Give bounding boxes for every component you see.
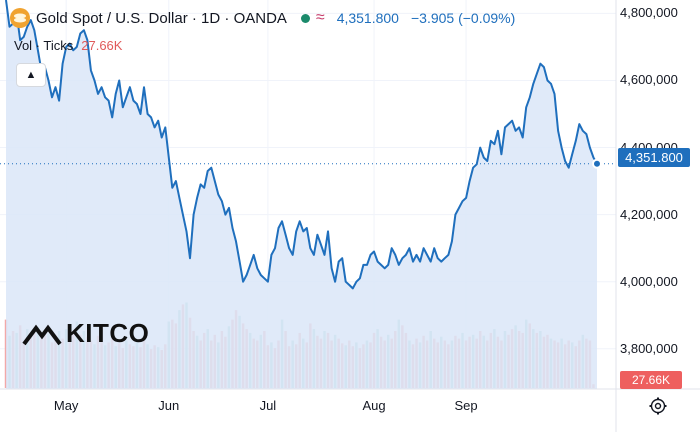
time-axis-tick-label: Sep [454,398,478,413]
symbol-title[interactable]: Gold Spot / U.S. Dollar · 1D · OANDA [36,9,287,27]
time-axis-tick-label: Jun [158,398,180,413]
chevron-up-icon: ▲ [25,69,37,81]
kitco-watermark: KITCO [22,318,149,349]
gold-coins-icon [10,8,30,28]
header-change: −3.905 (−0.09%) [410,10,516,26]
time-axis-tick-label: Aug [362,398,386,413]
volume-tag: 27.66K [620,371,682,389]
last-price-tag: 4,351.800 [618,148,690,167]
price-axis-tick-label: 4,600,000 [620,72,678,88]
time-axis-tick-label: May [53,398,79,413]
price-axis-tick-label: 3,800,000 [620,340,678,356]
chart-header: Gold Spot / U.S. Dollar · 1D · OANDA ≈ 4… [10,7,515,29]
price-axis-tick-label: 4,800,000 [620,5,678,21]
price-line [5,0,598,290]
collapse-legend-button[interactable]: ▲ [16,63,46,87]
price-axis-tick-label: 4,000,000 [620,273,678,289]
kitco-logo-icon [22,324,62,345]
time-axis-tick-label: Jul [259,398,277,413]
kitco-wordmark: KITCO [66,318,150,348]
price-area [6,0,597,389]
header-price: 4,351.800 [336,10,399,26]
wave-icon[interactable]: ≈ [315,9,325,26]
volume-label[interactable]: Vol · Ticks [14,38,74,53]
gear-icon[interactable] [648,396,668,416]
last-price-marker [592,158,602,169]
price-axis-tick-label: 4,200,000 [620,206,678,222]
market-status-dot-icon [300,13,310,23]
volume-value: 27.66K [81,38,123,53]
volume-legend: Vol · Ticks 27.66K [14,38,122,53]
